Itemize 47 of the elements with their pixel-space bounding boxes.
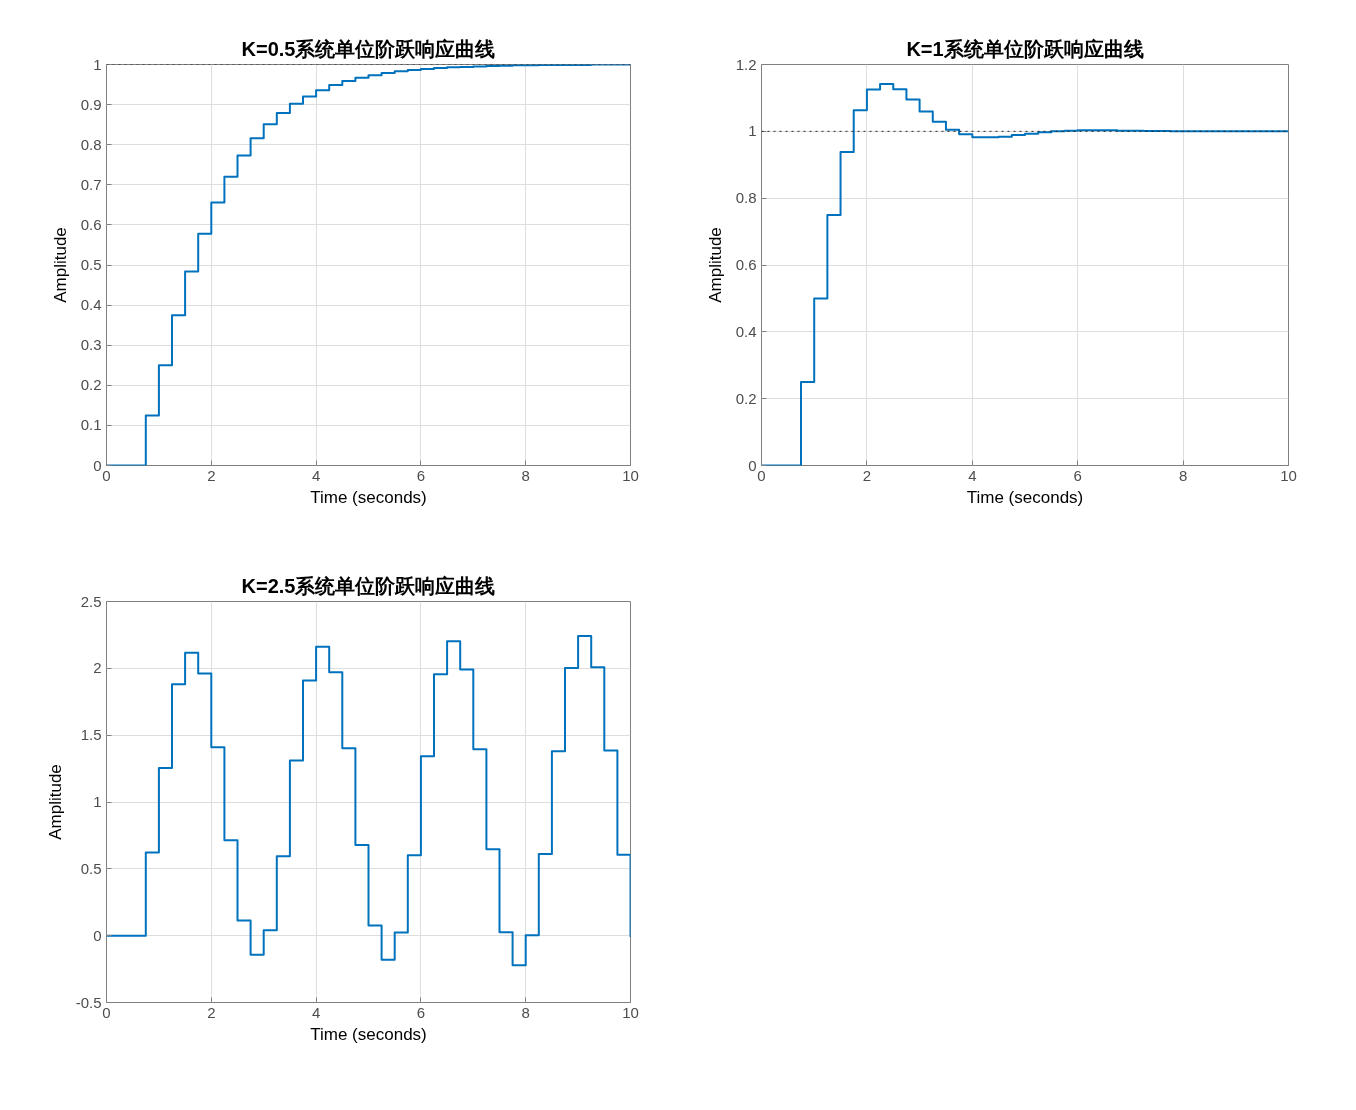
chart-title: K=0.5系统单位阶跃响应曲线	[241, 37, 496, 60]
y-axis-title: Amplitude	[50, 227, 70, 303]
x-tick-label: 6	[416, 466, 426, 484]
y-axis-title: Amplitude	[705, 227, 725, 303]
chart-title: K=2.5系统单位阶跃响应曲线	[241, 574, 496, 597]
y-tick-label: 1.5	[80, 726, 102, 744]
x-tick-label: 2	[207, 466, 216, 484]
chart-title: K=1系统单位阶跃响应曲线	[906, 37, 1144, 60]
y-tick-label: 0.1	[80, 416, 102, 434]
x-axis-title: Time (seconds)	[310, 487, 427, 507]
x-tick-label: 4	[311, 1003, 321, 1021]
x-tick-label: 2	[207, 1003, 216, 1021]
x-tick-label: 4	[968, 466, 977, 484]
x-axis-title: Time (seconds)	[310, 1024, 427, 1044]
y-tick-label: 0.2	[735, 389, 757, 407]
y-tick-label: 0.9	[80, 95, 102, 113]
y-axis-title: Amplitude	[45, 764, 65, 840]
x-tick-label: 8	[521, 466, 530, 484]
x-tick-label: 10	[1280, 466, 1297, 484]
x-tick-label: 2	[862, 466, 872, 484]
x-axis-title: Time (seconds)	[966, 487, 1084, 507]
y-tick-label: 0.4	[735, 322, 757, 340]
y-tick-label: 0	[93, 926, 102, 944]
x-tick-label: 8	[521, 1003, 530, 1021]
y-tick-label: 1.2	[735, 55, 757, 73]
y-tick-label: 0.8	[80, 135, 102, 153]
x-tick-label: 10	[622, 466, 639, 484]
y-tick-label: 0.2	[80, 376, 102, 394]
x-tick-label: 6	[1073, 466, 1082, 484]
y-tick-label: 0.6	[80, 215, 102, 233]
y-tick-label: 0.8	[735, 189, 757, 207]
x-tick-label: 8	[1178, 466, 1188, 484]
x-tick-label: 4	[311, 466, 321, 484]
y-tick-label: 2	[93, 659, 102, 677]
y-tick-label: 0.4	[80, 296, 102, 314]
y-tick-label: 1	[93, 793, 102, 810]
y-tick-label: 2.5	[80, 592, 102, 610]
y-tick-label: 1	[93, 55, 102, 73]
x-tick-label: 10	[622, 1003, 639, 1021]
y-tick-label: 0.7	[80, 175, 102, 193]
y-tick-label: 0.5	[80, 859, 102, 877]
y-tick-label: 0.6	[735, 256, 757, 273]
y-tick-label: 1	[748, 122, 757, 140]
y-tick-label: -0.5	[75, 993, 102, 1011]
x-tick-label: 6	[416, 1003, 426, 1021]
y-tick-label: 0.5	[80, 256, 102, 273]
y-tick-label: 0.3	[80, 336, 102, 354]
